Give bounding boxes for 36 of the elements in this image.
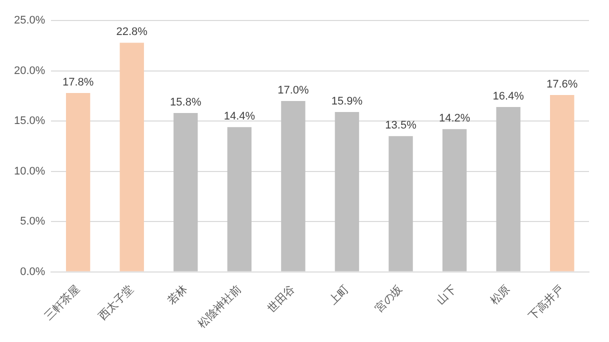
- x-tick-label: 三軒茶屋: [42, 282, 82, 323]
- x-tick-label: 世田谷: [264, 282, 298, 316]
- data-label: 16.4%: [492, 90, 524, 103]
- data-label: 13.5%: [385, 120, 417, 132]
- y-tick-label: 10.0%: [14, 165, 46, 178]
- x-tick-label: 宮の坂: [372, 282, 406, 316]
- y-tick-label: 5.0%: [20, 216, 46, 228]
- bar: [281, 100, 306, 272]
- bar: [227, 127, 252, 272]
- data-label: 22.8%: [116, 26, 148, 38]
- x-tick-label: 下高井戸: [526, 282, 566, 323]
- bar: [120, 42, 144, 272]
- bar: [496, 107, 520, 272]
- x-tick-label: 上町: [326, 282, 352, 308]
- data-label: 17.6%: [546, 78, 578, 90]
- x-tick-label: 若林: [165, 282, 190, 308]
- x-tick-label: 松原: [488, 283, 513, 308]
- data-label: 14.2%: [438, 112, 470, 125]
- x-tick-label: 西太子堂: [96, 282, 136, 323]
- data-label: 17.8%: [62, 76, 94, 88]
- data-label: 15.9%: [331, 96, 363, 108]
- y-tick-label: 25.0%: [14, 14, 46, 27]
- bar: [442, 129, 467, 272]
- bar: [174, 113, 198, 272]
- data-label: 17.0%: [278, 84, 310, 97]
- y-tick-label: 0.0%: [20, 266, 46, 278]
- bar: [550, 94, 574, 272]
- bar: [388, 136, 413, 272]
- x-tick-label: 山下: [434, 282, 459, 308]
- bar: [66, 92, 90, 272]
- x-tick-label: 松陰神社前: [196, 282, 244, 331]
- bar: [334, 112, 360, 272]
- y-tick-label: 15.0%: [14, 115, 46, 128]
- y-tick-label: 20.0%: [14, 64, 46, 77]
- data-label: 14.4%: [224, 110, 256, 123]
- data-label: 15.8%: [170, 96, 202, 109]
